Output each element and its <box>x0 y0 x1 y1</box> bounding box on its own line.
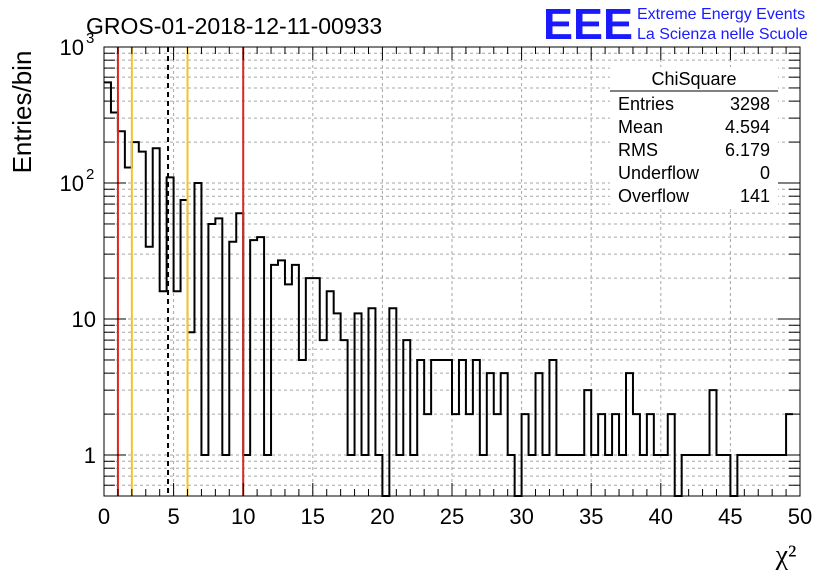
histogram-bin <box>194 183 201 496</box>
x-tick-label: 35 <box>579 504 603 529</box>
histogram-bin <box>473 360 480 496</box>
histogram-bin <box>626 373 633 496</box>
x-tick-label: 50 <box>788 504 812 529</box>
histogram-bin <box>299 360 306 496</box>
histogram-bin <box>257 237 264 496</box>
histogram-bin <box>584 390 591 496</box>
histogram-bin <box>139 152 146 496</box>
stats-value: 4.594 <box>725 117 770 137</box>
histogram-bin <box>438 360 445 496</box>
y-tick-label: 10 <box>60 35 84 60</box>
y-tick-exponent: 3 <box>86 30 94 47</box>
stats-value: 3298 <box>730 94 770 114</box>
histogram-bin <box>313 278 320 496</box>
histogram-bin <box>536 373 543 496</box>
stats-box-bg <box>610 67 778 207</box>
histogram-bin <box>111 112 118 496</box>
histogram-bin <box>153 148 160 496</box>
y-axis-label: Entries/bin <box>7 51 37 174</box>
stats-box: ChiSquare Entries 3298 Mean 4.594 RMS 6.179 Un… <box>610 67 778 207</box>
y-tick-label: 10 <box>60 171 84 196</box>
histogram-bin <box>403 340 410 496</box>
stats-label: Underflow <box>618 163 700 183</box>
histogram-bin <box>431 360 438 496</box>
x-tick-label: 10 <box>231 504 255 529</box>
reference-lines <box>116 47 245 496</box>
logo-mark: EEE <box>543 0 633 49</box>
x-tick-label: 25 <box>440 504 464 529</box>
histogram-outline <box>104 81 794 497</box>
stats-title: ChiSquare <box>651 69 736 89</box>
x-tick-label: 30 <box>509 504 533 529</box>
histogram-bin <box>104 82 111 496</box>
histogram-bin <box>174 291 181 496</box>
x-tick-label: 0 <box>98 504 110 529</box>
histogram-bin <box>146 247 153 496</box>
stats-value: 6.179 <box>725 140 770 160</box>
histogram-bin <box>501 373 508 496</box>
histogram-bin <box>215 218 222 496</box>
x-tick-label: 5 <box>167 504 179 529</box>
logo-line2: La Scienza nelle Scuole <box>637 26 808 43</box>
y-tick-label: 10 <box>72 307 96 332</box>
stats-label: Entries <box>618 94 674 114</box>
histogram-bin <box>327 291 334 496</box>
y-tick-exponent: 2 <box>86 166 94 183</box>
histogram-bin <box>160 291 167 496</box>
histogram-bin <box>710 390 717 496</box>
histogram-bin <box>549 360 556 496</box>
x-tick-label: 15 <box>301 504 325 529</box>
histogram-bin <box>487 373 494 496</box>
y-tick-label: 1 <box>84 443 96 468</box>
histogram-bin <box>229 242 236 496</box>
histogram-bin <box>306 278 313 496</box>
x-tick-label: 40 <box>649 504 673 529</box>
histogram-bin <box>278 260 285 496</box>
x-tick-label: 45 <box>718 504 742 529</box>
histogram-bin <box>417 360 424 496</box>
histogram-bin <box>236 213 243 496</box>
histogram-bin <box>459 360 466 496</box>
x-tick-label: 20 <box>370 504 394 529</box>
histogram-bin <box>445 360 452 496</box>
stats-rows: Entries 3298 Mean 4.594 RMS 6.179 Underflow 0 Ov… <box>618 94 770 206</box>
stats-value: 141 <box>740 186 770 206</box>
stats-label: Mean <box>618 117 663 137</box>
stats-value: 0 <box>760 163 770 183</box>
stats-label: RMS <box>618 140 658 160</box>
stats-label: Overflow <box>618 186 690 206</box>
histogram-bin <box>320 340 327 496</box>
chart-title: GROS-01-2018-12-11-00933 <box>86 13 382 39</box>
eee-logo: EEE Extreme Energy Events La Scienza nel… <box>543 0 808 49</box>
x-axis-label: χ² <box>775 540 797 571</box>
histogram-bin <box>181 200 188 496</box>
histogram-bin <box>118 131 125 496</box>
logo-line1: Extreme Energy Events <box>637 6 805 23</box>
histogram-bin <box>341 340 348 496</box>
histogram <box>104 81 794 497</box>
